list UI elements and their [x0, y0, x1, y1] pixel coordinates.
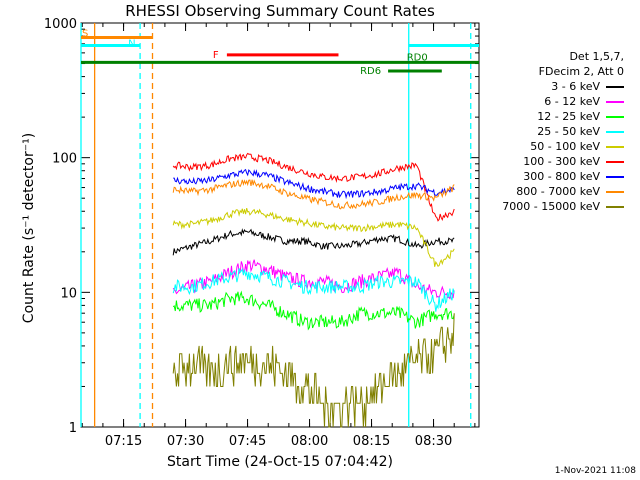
legend-entry: 100 - 300 keV	[523, 155, 624, 168]
legend-swatch	[606, 100, 624, 103]
legend-entry: 7000 - 15000 keV	[502, 200, 624, 213]
legend-label: 100 - 300 keV	[523, 155, 600, 168]
x-tick-label: 08:15	[353, 434, 390, 449]
flag-label: S	[82, 29, 88, 40]
series-line	[172, 152, 455, 222]
chart-title: RHESSI Observing Summary Count Rates	[125, 2, 435, 20]
series-line	[172, 290, 455, 331]
series-line	[172, 228, 455, 256]
series-line	[172, 207, 455, 267]
legend-label: 50 - 100 keV	[530, 140, 600, 153]
legend-swatch	[606, 205, 624, 208]
series-line	[172, 179, 455, 210]
legend-swatch	[606, 85, 624, 88]
legend-entry: 800 - 7000 keV	[516, 185, 624, 198]
series-line	[172, 267, 455, 312]
y-tick-label: 100	[52, 152, 77, 167]
legend-entry: 6 - 12 keV	[544, 95, 624, 108]
legend-swatch	[606, 130, 624, 133]
legend-entry: 50 - 100 keV	[530, 140, 624, 153]
x-tick-label: 08:00	[291, 434, 328, 449]
legend-swatch	[606, 175, 624, 178]
legend-swatch	[606, 190, 624, 193]
flag-label: RD6	[360, 66, 381, 77]
y-tick-label: 1000	[44, 17, 77, 32]
legend-entry: 12 - 25 keV	[537, 110, 624, 123]
series-line	[172, 259, 455, 300]
x-tick-label: 08:30	[415, 434, 452, 449]
legend-label: 3 - 6 keV	[551, 80, 600, 93]
x-tick-label: 07:30	[167, 434, 204, 449]
y-tick-label: 10	[60, 286, 77, 301]
y-axis-label: Count Rate (s⁻¹ detector⁻¹)	[21, 133, 37, 323]
series-line	[173, 168, 455, 200]
legend-label: 6 - 12 keV	[544, 95, 600, 108]
legend-entry: 25 - 50 keV	[537, 125, 624, 138]
x-axis-label: Start Time (24-Oct-15 07:04:42)	[167, 454, 393, 470]
x-tick-label: 07:45	[229, 434, 266, 449]
flag-label: F	[213, 50, 219, 61]
legend-label: 7000 - 15000 keV	[502, 200, 600, 213]
flag-label: N	[128, 39, 135, 50]
legend-entry: 3 - 6 keV	[551, 80, 624, 93]
x-tick-label: 07:15	[105, 434, 142, 449]
legend-swatch	[606, 115, 624, 118]
legend-header-line-1: Det 1,5,7,	[569, 50, 624, 63]
legend-entry: 300 - 800 keV	[523, 170, 624, 183]
y-tick-label: 1	[69, 421, 77, 436]
legend-swatch	[606, 160, 624, 163]
series-line	[172, 313, 455, 428]
plot-area: 1 10 100 1000 07:15 07:30 07:45 08:00 08:15 08:30…	[44, 17, 480, 449]
plot-timestamp: 1-Nov-2021 11:08	[554, 466, 636, 476]
legend-label: 800 - 7000 keV	[516, 185, 600, 198]
legend-swatch	[606, 145, 624, 148]
legend-label: 300 - 800 keV	[523, 170, 600, 183]
legend-label: 25 - 50 keV	[537, 125, 600, 138]
legend-header-line-2: FDecim 2, Att 0	[538, 65, 624, 78]
flag-label: RD0	[407, 52, 428, 63]
legend-label: 12 - 25 keV	[537, 110, 600, 123]
